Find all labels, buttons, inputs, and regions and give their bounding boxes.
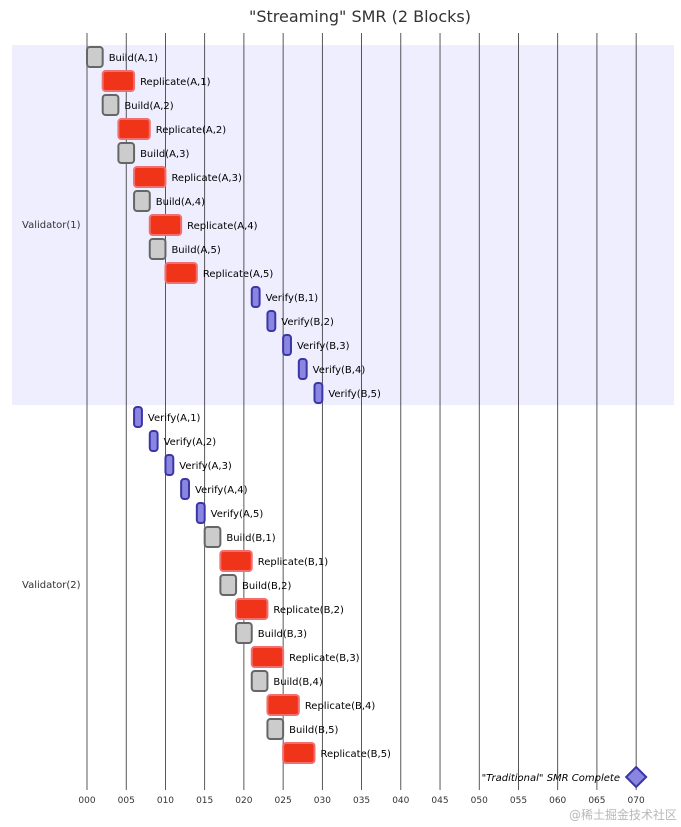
task-label: Replicate(A,3) — [171, 173, 242, 184]
tick-label: 000 — [78, 796, 95, 806]
section-label-1: Validator(1) — [22, 220, 81, 231]
task-label: Replicate(B,3) — [289, 653, 360, 664]
tick-label: 055 — [510, 796, 527, 806]
tick-label: 060 — [549, 796, 566, 806]
task-label: Replicate(A,1) — [140, 77, 211, 88]
task-bar-replicate — [117, 118, 151, 140]
task-bar-replicate — [164, 262, 198, 284]
task-label: Verify(A,2) — [164, 437, 217, 448]
task-bar-replicate — [282, 742, 316, 764]
task-bar-build — [235, 622, 253, 644]
task-bar-verify — [313, 382, 324, 404]
task-label: Build(B,3) — [258, 629, 307, 640]
task-label: Verify(A,1) — [148, 413, 201, 424]
task-bar-build — [101, 94, 120, 116]
task-bar-verify — [180, 478, 190, 500]
task-bars — [86, 46, 324, 764]
task-bar-verify — [148, 430, 159, 452]
task-label: Replicate(A,2) — [156, 125, 227, 136]
task-bar-replicate — [219, 550, 253, 572]
task-bar-build — [117, 142, 136, 164]
section-band-2 — [12, 405, 674, 765]
section-band-1 — [12, 45, 674, 405]
task-label: Verify(B,1) — [266, 293, 319, 304]
task-bar-verify — [282, 334, 292, 356]
tick-label: 050 — [471, 796, 488, 806]
task-label: Replicate(B,4) — [305, 701, 376, 712]
task-bar-build — [250, 670, 269, 692]
tick-label: 065 — [588, 796, 605, 806]
task-bar-replicate — [133, 166, 167, 188]
task-label: Build(B,1) — [226, 533, 275, 544]
task-label: Build(A,2) — [124, 101, 173, 112]
section-label-2: Validator(2) — [22, 580, 81, 591]
task-label: Verify(B,3) — [297, 341, 350, 352]
task-bar-verify — [250, 286, 261, 308]
tick-label: 025 — [275, 796, 292, 806]
task-bar-replicate — [266, 694, 300, 716]
chart-title: "Streaming" SMR (2 Blocks) — [249, 7, 471, 26]
task-label: Build(B,5) — [289, 725, 338, 736]
vertical-gridlines — [86, 33, 637, 790]
tick-label: 040 — [392, 796, 409, 806]
task-label: Build(A,3) — [140, 149, 189, 160]
tick-label: 070 — [628, 796, 645, 806]
task-label: Build(B,4) — [273, 677, 322, 688]
tick-label: 020 — [235, 796, 252, 806]
task-bar-verify — [195, 502, 206, 524]
task-label: Build(A,1) — [109, 53, 158, 64]
tick-label: 010 — [157, 796, 174, 806]
task-bar-build — [203, 526, 222, 548]
task-label: Build(B,2) — [242, 581, 291, 592]
task-bar-build — [219, 574, 238, 596]
task-label: Replicate(A,5) — [203, 269, 274, 280]
task-label: Replicate(B,2) — [273, 605, 344, 616]
task-bar-verify — [133, 406, 143, 428]
task-bar-build — [148, 238, 167, 260]
task-label: Replicate(A,4) — [187, 221, 258, 232]
task-bar-verify — [164, 454, 175, 476]
task-label: Verify(B,2) — [281, 317, 334, 328]
tick-label: 005 — [118, 796, 135, 806]
task-label: Replicate(B,5) — [321, 749, 392, 760]
watermark: @稀土掘金技术社区 — [569, 807, 677, 822]
task-label: Verify(B,5) — [328, 389, 381, 400]
task-bar-build — [266, 718, 285, 740]
x-axis-ticks: 000 005 010 015 020 025 030 035 040 045 050 055 060 0… — [78, 796, 645, 806]
milestone-label: "Traditional" SMR Complete — [482, 773, 620, 784]
task-label: Build(A,5) — [171, 245, 220, 256]
task-label: Build(A,4) — [156, 197, 205, 208]
task-bar-build — [86, 46, 104, 68]
task-bar-replicate — [101, 70, 136, 92]
milestone-marker — [624, 765, 648, 789]
tick-label: 015 — [196, 796, 213, 806]
task-bar-replicate — [235, 598, 269, 620]
task-bar-verify — [266, 310, 277, 332]
task-label: Replicate(B,1) — [258, 557, 329, 568]
task-label: Verify(A,3) — [179, 461, 232, 472]
task-bar-replicate — [148, 214, 183, 236]
task-bar-build — [133, 190, 151, 212]
task-labels: Build(A,1) Replicate(A,1) Build(A,2) Replic… — [109, 53, 391, 760]
tick-label: 045 — [431, 796, 448, 806]
tick-label: 030 — [314, 796, 331, 806]
milestone-diamond — [624, 765, 648, 789]
tick-label: 035 — [353, 796, 370, 806]
task-bar-verify — [297, 358, 308, 380]
task-label: Verify(B,4) — [313, 365, 366, 376]
task-label: Verify(A,4) — [195, 485, 248, 496]
section-backgrounds — [12, 45, 674, 765]
section-labels: Validator(1) Validator(2) — [22, 220, 81, 591]
task-bar-replicate — [250, 646, 285, 668]
task-label: Verify(A,5) — [211, 509, 264, 520]
